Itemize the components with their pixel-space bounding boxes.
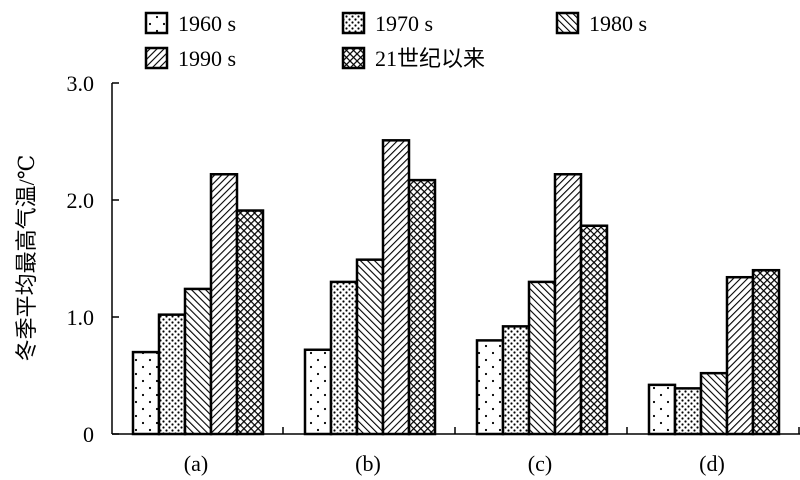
legend-label: 1990 s [178, 46, 236, 71]
legend-label: 1970 s [375, 11, 433, 36]
category-label: (a) [184, 451, 208, 476]
y-tick-label: 1.0 [67, 305, 95, 330]
bar-2-1 [157, 313, 187, 436]
legend-swatch [341, 11, 366, 35]
bar-3-4 [699, 371, 729, 436]
legend-swatch [144, 11, 169, 35]
legend: 1960 s 1970 s 1980 s 1990 s 21世纪以来 [144, 11, 647, 71]
bar-4-3 [553, 173, 583, 436]
y-axis-label: 冬季平均最高气温/℃ [14, 155, 39, 362]
bar-4-1 [209, 173, 239, 436]
bar-3-2 [355, 258, 385, 436]
bar-2-4 [673, 387, 703, 436]
legend-label: 1960 s [178, 11, 236, 36]
category-label: (b) [355, 451, 381, 476]
bar-3-1 [183, 287, 213, 436]
y-tick-label: 0 [83, 422, 94, 447]
category-label: (c) [528, 451, 552, 476]
bar-4-2 [381, 139, 411, 436]
bar-5-4 [751, 268, 781, 436]
plot-area: 0 1.0 2.0 3.0 (a) (b) (c) (d) [67, 71, 800, 476]
bar-1-4 [647, 383, 677, 436]
bar-4-4 [725, 275, 755, 436]
bar-1-3 [475, 339, 505, 436]
bar-5-1 [235, 209, 265, 436]
legend-swatch [341, 46, 366, 70]
bar-5-2 [407, 178, 437, 436]
bar-1-1 [131, 350, 161, 436]
legend-swatch [555, 11, 580, 35]
y-tick-label: 3.0 [67, 71, 95, 96]
bar-2-3 [501, 325, 531, 436]
legend-label: 1980 s [589, 11, 647, 36]
legend-swatch [144, 46, 169, 70]
bar-3-3 [527, 280, 557, 436]
bar-2-2 [329, 280, 359, 436]
bar-5-3 [579, 224, 609, 436]
legend-label: 21世纪以来 [375, 46, 485, 71]
category-label: (d) [699, 451, 725, 476]
y-tick-label: 2.0 [67, 188, 95, 213]
bar-1-2 [303, 348, 333, 436]
